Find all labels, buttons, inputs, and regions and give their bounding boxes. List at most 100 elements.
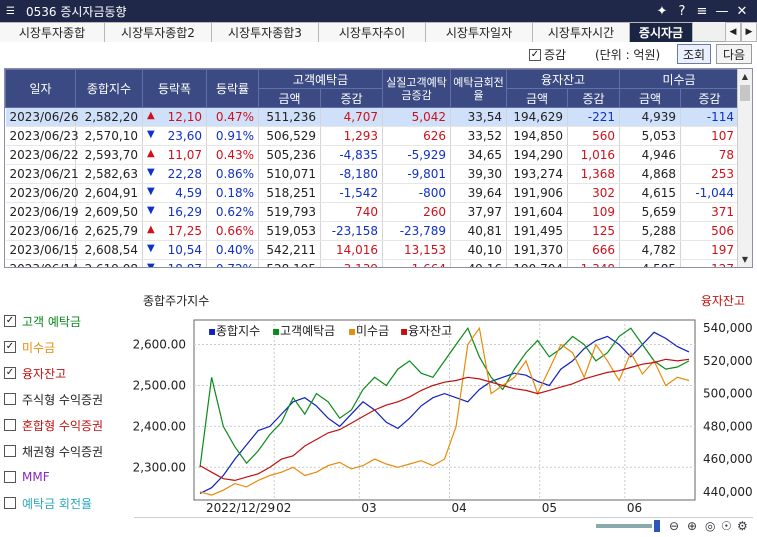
cell-margin: 190,704	[506, 259, 569, 267]
checked-checkbox-icon[interactable]: ✓	[4, 367, 16, 379]
zoom-out-icon[interactable]: ⊖	[669, 519, 680, 533]
table-row[interactable]: 2023/06/16 2,625,79 ▲ 17,25 0.66% 519,053 -23,…	[5, 221, 740, 241]
cell-margin: 193,274	[506, 164, 569, 184]
zoom-track[interactable]	[596, 524, 652, 528]
tab-3[interactable]: 시장투자추이	[318, 22, 426, 42]
tab-4[interactable]: 시장투자일자	[425, 22, 533, 42]
table-row[interactable]: 2023/06/21 2,582,63 ▼ 22,28 0.86% 510,071 -8,1…	[5, 164, 740, 184]
cell-receivable: 4,585	[619, 259, 682, 267]
col-turnover[interactable]: 예탁금회전율	[450, 69, 508, 108]
col-kospi[interactable]: 종합지수	[75, 69, 143, 108]
col-margin-amount[interactable]: 금액	[506, 88, 569, 108]
series-line-1[interactable]	[199, 326, 690, 468]
tab-2[interactable]: 시장투자종합3	[211, 22, 319, 42]
table-row[interactable]: 2023/06/142,619,08 ▼ 18,87 0.72%528,1953,13…	[5, 259, 740, 267]
table-row[interactable]: 2023/06/15 2,608,54 ▼ 10,54 0.40% 542,211 14,0…	[5, 240, 740, 260]
chart-canvas[interactable]: 2,600.00 2,500.00 2,400.00 2,300.00 540,000 5…	[130, 308, 755, 518]
cell-date: 2023/06/15	[5, 240, 79, 260]
checked-checkbox-icon[interactable]: ✓	[4, 341, 16, 353]
col-receivable-amount[interactable]: 금액	[619, 88, 682, 108]
x-tick-label: 05	[542, 501, 557, 515]
cell-margin-change: 1,016	[567, 145, 621, 165]
cell-deposit: 528,195	[258, 259, 321, 267]
cell-receivable-change: 506	[680, 221, 740, 241]
series-line-0[interactable]	[199, 331, 690, 495]
cell-deposit-change: 1,293	[320, 126, 384, 146]
checkbox-icon[interactable]	[4, 445, 16, 457]
menu-icon[interactable]: ☰	[6, 5, 15, 17]
cell-turnover: 39,30	[450, 164, 508, 184]
col-date[interactable]: 일자	[5, 69, 76, 108]
checkbox-icon[interactable]	[4, 497, 16, 509]
legend-item[interactable]: 채권형 수익증권	[4, 438, 130, 464]
col-receivable-change[interactable]: 증감	[680, 88, 740, 108]
col-receivable[interactable]: 미수금	[619, 69, 740, 89]
table-row[interactable]: 2023/06/23 2,570,10 ▼ 23,60 0.91% 506,529 1,29…	[5, 126, 740, 146]
minimize-icon[interactable]: —	[715, 3, 729, 19]
tab-bar: 시장투자종합 시장투자종합2 시장투자종합3 시장투자추이 시장투자일자 시장투자시간 증시…	[0, 22, 757, 42]
tab-1[interactable]: 시장투자종합2	[104, 22, 212, 42]
tab-5[interactable]: 시장투자시간	[532, 22, 630, 42]
zoom-in-icon[interactable]: ⊕	[687, 519, 698, 533]
next-button[interactable]: 다음	[716, 44, 752, 64]
zoom-reset-icon[interactable]: ☉	[721, 519, 732, 533]
cell-date: 2023/06/14	[5, 259, 79, 267]
scroll-thumb[interactable]	[740, 85, 750, 101]
checkbox-icon[interactable]	[4, 419, 16, 431]
col-rate[interactable]: 등락률	[206, 69, 259, 108]
cell-rate: 0.43%	[206, 145, 259, 165]
legend-item[interactable]: 주식형 수익증권	[4, 386, 130, 412]
cell-date: 2023/06/26	[5, 107, 79, 127]
chart-settings-icon[interactable]: ⚙	[737, 519, 748, 533]
cell-margin: 194,290	[506, 145, 569, 165]
cell-turnover: 34,65	[450, 145, 508, 165]
tab-prev-icon[interactable]: ◀	[725, 22, 741, 42]
table-row[interactable]: 2023/06/19 2,609,50 ▼ 16,29 0.62% 519,793 740 2…	[5, 202, 740, 222]
search-button[interactable]: 조회	[677, 44, 711, 64]
cell-margin-change: 1,348	[567, 259, 621, 267]
table-row[interactable]: 2023/06/26 2,582,20 ▲ 12,10 0.47% 511,236 4,70…	[5, 107, 740, 127]
cell-change-value: 10,54	[167, 243, 202, 257]
zoom-knob[interactable]	[654, 520, 660, 532]
cell-turnover: 40,81	[450, 221, 508, 241]
table-row[interactable]: 2023/06/20 2,604,91 ▼ 4,59 0.18% 518,251 -1,54…	[5, 183, 740, 203]
scroll-up-icon[interactable]: ▲	[741, 72, 749, 81]
col-deposit-change[interactable]: 증감	[319, 88, 384, 108]
zoom-fit-icon[interactable]: ◎	[705, 519, 716, 533]
help-icon[interactable]: ?	[678, 3, 686, 19]
col-change[interactable]: 등락폭	[142, 69, 207, 108]
tab-0[interactable]: 시장투자종합	[0, 22, 105, 42]
legend-item[interactable]: ✓ 고객 예탁금	[4, 308, 130, 334]
cell-date: 2023/06/19	[5, 202, 79, 222]
series-line-2[interactable]	[199, 326, 690, 496]
settings-icon[interactable]: ≡	[696, 3, 708, 19]
legend-item[interactable]: ✓ 미수금	[4, 334, 130, 360]
checkbox-icon[interactable]	[4, 471, 16, 483]
vertical-scrollbar[interactable]: ▲ ▼	[737, 69, 752, 267]
legend-item[interactable]: ✓ 융자잔고	[4, 360, 130, 386]
legend-item[interactable]: 혼합형 수익증권	[4, 412, 130, 438]
plot-area[interactable]	[193, 319, 696, 501]
col-deposit-amount[interactable]: 금액	[258, 88, 321, 108]
down-triangle-icon: ▼	[147, 129, 155, 140]
change-label: 증감	[544, 48, 567, 62]
col-margin-change[interactable]: 증감	[567, 88, 621, 108]
table-row[interactable]: 2023/06/22 2,593,70 ▲ 11,07 0.43% 505,236 -4,8…	[5, 145, 740, 165]
scroll-down-icon[interactable]: ▼	[741, 255, 749, 264]
series-line-3[interactable]	[199, 358, 690, 482]
col-margin[interactable]: 융자잔고	[506, 69, 621, 89]
cell-real-deposit: -800	[382, 183, 452, 203]
col-deposit[interactable]: 고객예탁금	[257, 69, 384, 89]
change-checkbox[interactable]: ✓ 증감	[529, 46, 566, 63]
checkbox-icon[interactable]: ✓	[529, 48, 541, 61]
legend-item[interactable]: MMF	[4, 464, 130, 490]
checked-checkbox-icon[interactable]: ✓	[4, 315, 16, 327]
checkbox-icon[interactable]	[4, 393, 16, 405]
cell-change: ▲ 12,10	[142, 107, 207, 127]
pin-icon[interactable]: ✦	[656, 3, 668, 19]
close-icon[interactable]: ✕	[736, 3, 748, 19]
tab-next-icon[interactable]: ▶	[741, 22, 757, 42]
tab-6[interactable]: 증시자금	[629, 22, 693, 42]
legend-item[interactable]: 예탁금 회전율	[4, 490, 130, 516]
col-real-deposit[interactable]: 실질고객예탁금증감	[382, 69, 452, 108]
